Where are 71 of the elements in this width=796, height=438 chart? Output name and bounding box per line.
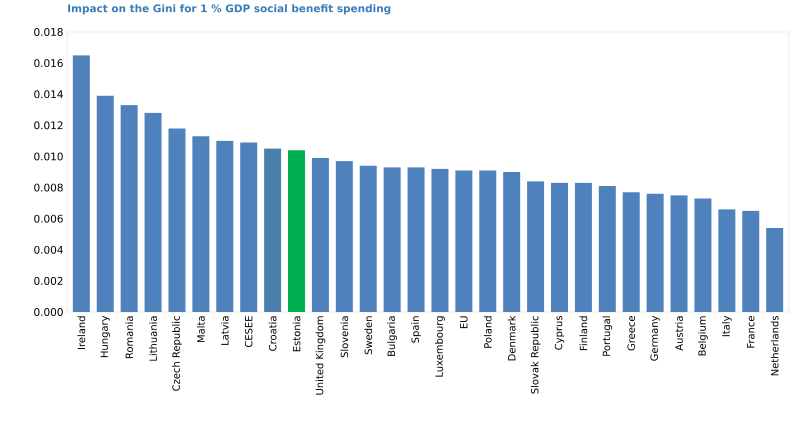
- bar: [479, 170, 496, 312]
- x-tick-label: Sweden: [364, 316, 372, 354]
- bar: [574, 182, 592, 312]
- bar: [408, 167, 425, 312]
- x-tick-label: Bulgaria: [387, 316, 397, 356]
- x-tick-label: Hungary: [100, 316, 110, 358]
- x-tick-label: Belgium: [698, 316, 708, 356]
- x-tick-label: Lithuania: [149, 316, 157, 361]
- y-tick-label: 0.018: [34, 28, 63, 36]
- x-tick-label: Latvia: [220, 316, 229, 345]
- bar: [96, 96, 114, 312]
- x-tick-label: Netherlands: [770, 316, 779, 376]
- x-tick-label: EU: [460, 316, 468, 328]
- x-tick-label: Denmark: [508, 316, 516, 360]
- bar: [168, 128, 186, 312]
- bar: [360, 166, 377, 312]
- x-tick-label: Greece: [627, 316, 635, 350]
- y-tick-label: 0.012: [34, 121, 62, 130]
- bar: [503, 172, 520, 312]
- bar: [455, 170, 472, 312]
- x-tick-label: Portugal: [602, 316, 612, 356]
- x-tick-label: Cyprus: [554, 316, 564, 350]
- x-tick-label: Luxembourg: [435, 316, 445, 377]
- y-tick-label: 0.002: [34, 276, 62, 285]
- bar: [742, 210, 760, 312]
- x-tick-label: Italy: [722, 316, 732, 336]
- y-tick-label: 0.006: [34, 214, 63, 223]
- bar: [622, 192, 640, 312]
- x-tick-label: United Kingdom: [316, 316, 326, 395]
- bar: [288, 150, 306, 312]
- x-tick-label: Croatia: [268, 316, 276, 351]
- bar: [384, 167, 401, 312]
- bar: [216, 140, 234, 312]
- bar: [120, 105, 138, 312]
- bar: [264, 148, 282, 312]
- bar: [144, 112, 162, 312]
- x-tick-label: Poland: [484, 316, 492, 348]
- y-tick-label: 0.008: [34, 184, 63, 192]
- bar: [336, 161, 353, 312]
- x-tick-label: France: [747, 316, 754, 348]
- x-tick-label: CESEE: [244, 316, 252, 348]
- y-tick-label: 0.014: [34, 90, 63, 98]
- y-tick-label: 0.000: [34, 308, 63, 316]
- x-tick-label: Ireland: [77, 316, 86, 349]
- x-tick-label: Slovak Republic: [530, 316, 540, 394]
- bar: [694, 198, 712, 312]
- x-tick-label: Estonia: [292, 316, 300, 352]
- chart-title: Impact on the Gini for 1 % GDP social benefit spending: [68, 4, 390, 14]
- y-tick-label: 0.016: [34, 59, 63, 68]
- bar: [240, 142, 258, 312]
- bar: [718, 209, 736, 312]
- x-tick-label: Germany: [650, 316, 660, 361]
- bar: [192, 136, 210, 312]
- bar: [598, 186, 616, 312]
- x-tick-label: Slovenia: [340, 316, 348, 358]
- bar: [550, 182, 568, 312]
- bar: [766, 228, 784, 312]
- bar: [72, 55, 90, 312]
- bar: [431, 168, 448, 312]
- x-tick-label: Czech Republic: [172, 316, 182, 391]
- bar: [312, 158, 329, 312]
- x-tick-label: Spain: [411, 316, 421, 343]
- x-tick-label: Malta: [197, 316, 205, 342]
- x-tick-label: Finland: [580, 316, 588, 350]
- bar: [527, 181, 544, 312]
- y-tick-label: 0.004: [34, 246, 63, 254]
- y-tick-label: 0.010: [34, 152, 63, 160]
- bar: [646, 194, 664, 312]
- bar: [670, 195, 688, 312]
- x-tick-label: Austria: [675, 316, 683, 351]
- x-tick-label: Romania: [125, 316, 134, 358]
